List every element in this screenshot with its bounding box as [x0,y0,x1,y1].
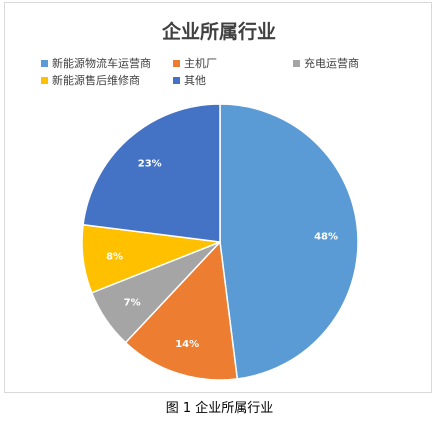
legend-label: 新能源物流车运营商 [52,57,151,70]
pie-slice [219,103,359,380]
legend-item: 主机厂 [173,55,217,71]
data-label: 48% [314,231,338,242]
data-label: 8% [106,251,123,262]
legend-label: 主机厂 [184,57,217,70]
legend-swatch [173,76,180,84]
legend-item: 充电运营商 [293,55,359,71]
data-label: 7% [124,298,141,309]
legend-item: 新能源售后维修商 [41,72,140,88]
legend-label: 其他 [184,74,206,87]
data-label: 14% [175,339,199,350]
legend-item: 其他 [173,72,206,88]
legend-label: 新能源售后维修商 [52,74,140,87]
pie-slice [82,103,221,243]
legend-item: 新能源物流车运营商 [41,55,151,71]
chart-title: 企业所属行业 [161,21,276,43]
pie-slice [124,240,239,381]
legend-swatch [41,59,48,67]
chart-area: 企业所属行业 新能源物流车运营商 主机厂 充电运营商 新能源售后维修商 其他 4… [4,2,432,393]
legend-swatch [173,59,180,67]
legend-swatch [293,59,300,67]
legend-label: 充电运营商 [304,57,359,70]
figure-caption: 图 1 企业所属行业 [165,401,274,416]
data-label: 23% [138,158,162,169]
legend-swatch [41,76,48,84]
pie-chart: 48% 14% 7% 8% 23% [81,103,359,381]
